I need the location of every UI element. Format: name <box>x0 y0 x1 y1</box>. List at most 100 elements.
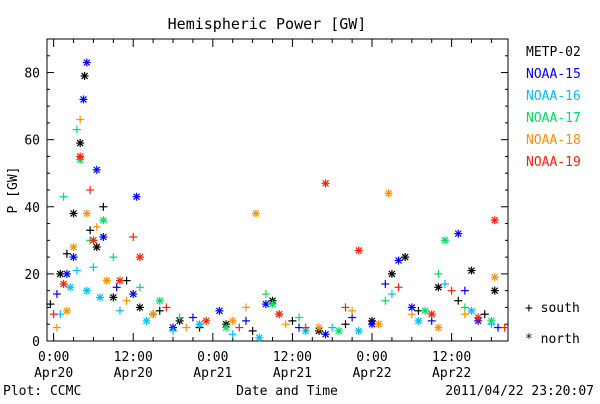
data-point-north <box>82 209 91 218</box>
data-point-north <box>407 303 416 312</box>
legend-entry: NOAA-16 <box>526 89 581 104</box>
data-point-north <box>401 253 410 262</box>
x-tick-label-time: 12:00 <box>114 350 153 365</box>
y-axis: 0 20 40 60 80 <box>24 38 508 350</box>
data-point-north <box>454 229 463 238</box>
data-point-south <box>348 313 357 322</box>
data-point-south <box>182 323 191 332</box>
y-tick-label: 20 <box>24 268 40 283</box>
data-point-south <box>281 320 290 329</box>
data-point-north <box>440 236 449 245</box>
data-point-north <box>135 303 144 312</box>
data-point-north <box>427 310 436 319</box>
data-point-north <box>202 316 211 325</box>
data-point-north <box>155 296 164 305</box>
x-tick-label-date: Apr20 <box>34 366 73 381</box>
data-point-north <box>82 286 91 295</box>
data-point-south <box>92 222 101 231</box>
y-tick-label: 0 <box>32 335 40 350</box>
data-point-north <box>80 71 89 80</box>
data-point-south <box>301 323 310 332</box>
data-point-south <box>112 283 121 292</box>
data-point-north <box>215 306 224 315</box>
data-point-south <box>241 303 250 312</box>
data-point-south <box>328 323 337 332</box>
data-point-north <box>387 269 396 278</box>
data-point-north <box>79 95 88 104</box>
data-point-north <box>255 333 264 342</box>
data-point-north <box>109 293 118 302</box>
data-point-south <box>175 313 184 322</box>
data-point-south <box>59 192 68 201</box>
data-point-north <box>384 189 393 198</box>
plot-timestamp: 2011/04/22 23:20:07 <box>445 384 594 399</box>
data-point-south <box>447 286 456 295</box>
data-point-south <box>129 232 138 241</box>
data-point-north <box>421 306 430 315</box>
data-point-south <box>381 279 390 288</box>
data-point-south <box>434 269 443 278</box>
data-point-north <box>102 276 111 285</box>
legend-marker-south: + south <box>525 301 580 316</box>
series-noaa-18 <box>52 115 499 332</box>
data-point-south <box>295 313 304 322</box>
data-point-south <box>460 310 469 319</box>
x-axis-label: Date and Time <box>236 384 338 399</box>
data-point-north <box>354 246 363 255</box>
data-point-north <box>132 192 141 201</box>
data-point-south <box>440 279 449 288</box>
data-point-south <box>460 303 469 312</box>
data-point-north <box>195 320 204 329</box>
y-tick-label: 40 <box>24 201 40 216</box>
x-tick-label-time: 0:00 <box>197 350 228 365</box>
data-point-south <box>86 226 95 235</box>
legend-marker-north: * north <box>525 332 580 347</box>
data-point-north <box>59 279 68 288</box>
data-point-north <box>334 326 343 335</box>
data-point-north <box>69 209 78 218</box>
data-point-north <box>414 316 423 325</box>
x-tick-label-time: 0:00 <box>356 350 387 365</box>
series-metp-02 <box>46 71 499 335</box>
y-axis-label: P [GW] <box>6 167 21 214</box>
data-point-south <box>169 326 178 335</box>
data-point-south <box>248 326 257 335</box>
data-point-north <box>434 323 443 332</box>
data-point-north <box>92 165 101 174</box>
data-point-south <box>460 286 469 295</box>
data-point-north <box>251 209 260 218</box>
x-tick-label-date: Apr20 <box>114 366 153 381</box>
legend-entry: NOAA-19 <box>526 155 581 170</box>
data-point-north <box>129 290 138 299</box>
data-point-south <box>241 316 250 325</box>
x-axis: 0:00Apr2012:00Apr200:00Apr2112:00Apr210:… <box>34 39 492 381</box>
legend-entry: NOAA-15 <box>526 67 581 82</box>
data-point-north <box>490 286 499 295</box>
data-point-north <box>135 253 144 262</box>
data-point-north <box>76 139 85 148</box>
data-point-south <box>52 323 61 332</box>
data-point-south <box>341 320 350 329</box>
data-point-south <box>427 316 436 325</box>
data-point-north <box>62 306 71 315</box>
data-point-north <box>490 273 499 282</box>
data-point-south <box>49 310 58 319</box>
data-point-north <box>275 310 284 319</box>
data-point-north <box>487 316 496 325</box>
series-noaa-19 <box>49 152 509 332</box>
data-point-north <box>434 283 443 292</box>
data-point-south <box>381 296 390 305</box>
x-tick-label-time: 0:00 <box>38 350 69 365</box>
legend-entry: NOAA-17 <box>526 111 581 126</box>
x-tick-label-date: Apr22 <box>432 366 471 381</box>
data-point-south <box>341 303 350 312</box>
data-point-north <box>374 320 383 329</box>
data-point-south <box>122 296 131 305</box>
data-point-south <box>135 283 144 292</box>
data-point-south <box>72 266 81 275</box>
data-point-south <box>454 296 463 305</box>
data-point-north <box>354 326 363 335</box>
data-point-north <box>394 256 403 265</box>
x-tick-label-date: Apr21 <box>193 366 232 381</box>
